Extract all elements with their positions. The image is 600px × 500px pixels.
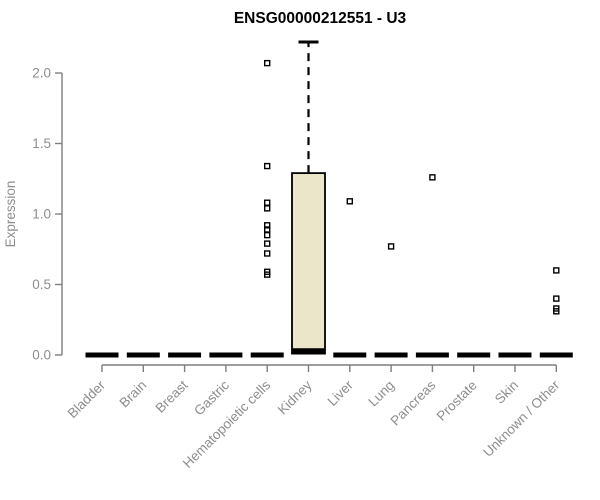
outlier-point-hematopoietic-cells [264, 250, 271, 257]
x-tick-label-gastric: Gastric [191, 377, 232, 418]
outlier-point-lung [387, 243, 395, 250]
box-kidney [291, 172, 326, 355]
y-tick-label: 1.0 [32, 207, 51, 222]
y-tick-label: 0.0 [32, 348, 51, 363]
y-tick-label: 1.5 [32, 136, 51, 151]
outlier-point-liver [346, 198, 353, 205]
x-tick-label-bladder: Bladder [65, 377, 109, 421]
outlier-point-hematopoietic-cells [264, 199, 271, 206]
outlier-point-hematopoietic-cells [264, 222, 271, 229]
x-tick-label-unknown-other: Unknown / Other [480, 377, 563, 460]
chart-title: ENSG00000212551 - U3 [234, 10, 407, 27]
x-tick-label-breast: Breast [153, 377, 191, 415]
x-tick-label-pancreas: Pancreas [388, 377, 439, 428]
outlier-point-unknown-other [553, 267, 560, 274]
outlier-point-hematopoietic-cells [264, 205, 271, 212]
x-tick-label-prostate: Prostate [434, 378, 480, 424]
outlier-point-hematopoietic-cells [264, 240, 271, 247]
x-tick-label-brain: Brain [117, 378, 150, 411]
x-tick-label-skin: Skin [492, 378, 521, 407]
y-axis-label: Expression [3, 181, 18, 248]
plot-area: 0.0 0.5 1.0 1.5 2.0 Bladder Brain Breast Gastric… [32, 40, 573, 471]
x-tick-label-liver: Liver [325, 377, 357, 409]
outlier-point-hematopoietic-cells [264, 271, 271, 278]
outlier-point-unknown-other [553, 308, 560, 315]
y-tick-label: 2.0 [32, 66, 51, 81]
outlier-point-hematopoietic-cells [264, 59, 271, 67]
outlier-point-hematopoietic-cells [264, 231, 271, 239]
y-tick-label: 0.5 [32, 277, 51, 292]
outlier-point-unknown-other [553, 295, 560, 302]
x-tick-label-kidney: Kidney [275, 377, 315, 417]
outlier-point-pancreas [429, 174, 436, 181]
x-tick-label-lung: Lung [365, 378, 397, 410]
outlier-point-hematopoietic-cells [264, 162, 271, 170]
